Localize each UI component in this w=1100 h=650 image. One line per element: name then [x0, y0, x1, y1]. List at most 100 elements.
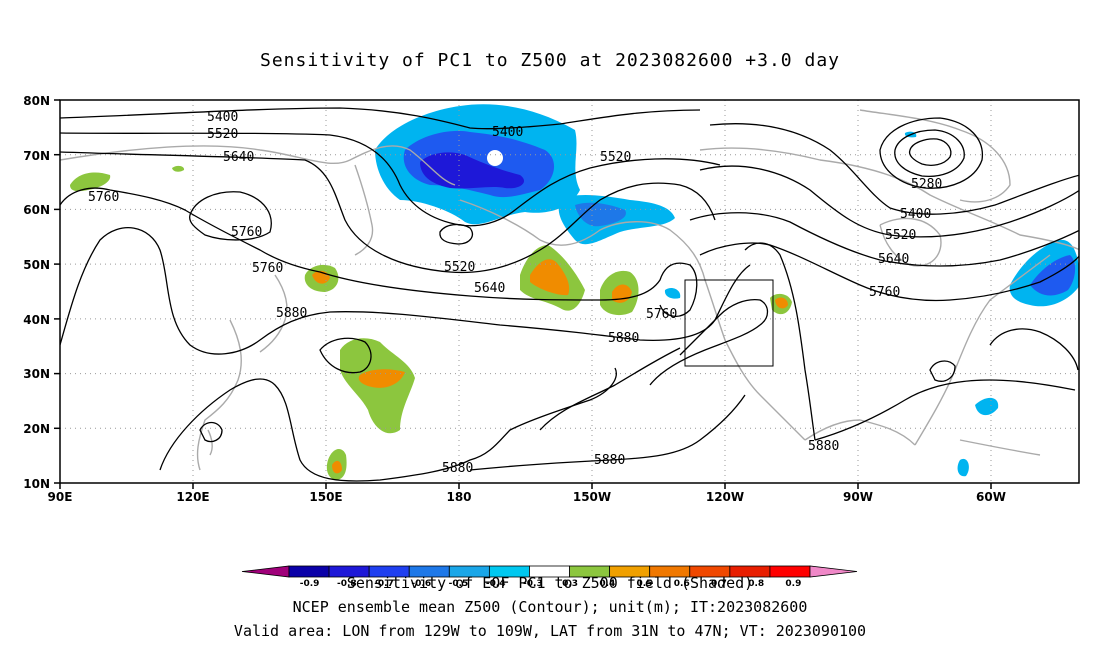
contour-label: 5280: [911, 177, 942, 192]
axis-tick-marks: [54, 99, 992, 489]
contour-small-loop-taiwan: [199, 421, 223, 443]
contour-5520-east: [699, 165, 1079, 238]
colorbar-tick-label: 0.7: [711, 579, 727, 589]
colorbar-tick-label: 0.9: [785, 579, 801, 589]
pos-region-5-core: [332, 460, 342, 474]
colorbar-tick-label: -0.3: [523, 579, 543, 589]
coast-hudson: [879, 217, 942, 267]
colorbar-tick-label: -0.5: [449, 579, 469, 589]
contour-5640-west: [60, 151, 716, 274]
lat-labels: 80N 70N 60N 50N 40N 30N 20N 10N: [23, 94, 50, 491]
colorbar-arrow-right: [809, 565, 858, 578]
colorbar-tick-label: -0.7: [374, 579, 394, 589]
contour-5760-west: [60, 187, 698, 317]
contour-label: 5880: [808, 439, 839, 454]
colorbar-tick-label: 0.3: [562, 579, 578, 589]
white-hole: [487, 150, 503, 166]
contour-5880-main: [60, 227, 751, 355]
contour-labels: 5400 5520 5640 5760 5760 5760 5880 5400 …: [88, 110, 942, 476]
coast-taiwan: [207, 429, 213, 456]
coast-korea-china: [196, 319, 242, 471]
lon-label: 90W: [843, 490, 873, 504]
coast-greenland: [859, 109, 1011, 203]
colorbar-tick-label: -0.4: [486, 579, 506, 589]
map-title: Sensitivity of PC1 to Z500 at 2023082600…: [259, 50, 840, 71]
shading-layer: [70, 104, 1079, 480]
contour-layer: [60, 107, 1079, 482]
footer-line1: NCEP ensemble mean Z500 (Contour); unit(…: [292, 598, 808, 616]
contour-5520-loop: [439, 223, 473, 245]
contour-5880-loop-north: [319, 337, 372, 374]
lon-label: 150W: [573, 490, 611, 504]
contour-5880-atlantic: [814, 379, 1076, 441]
neg-region-alaska-core: [575, 202, 626, 227]
contour-label: 5760: [231, 225, 262, 240]
colorbar-tick-label: 0.5: [637, 579, 653, 589]
contour-5400-east: [709, 123, 1079, 215]
lat-label: 80N: [23, 94, 50, 108]
colorbar: -0.9 -0.8 -0.7 -0.6 -0.5 -0.4 -0.3 0.3 0.4 0.5 0.6…: [241, 565, 858, 589]
pos-region-6-core: [775, 297, 788, 309]
contour-label: 5640: [223, 150, 254, 165]
contour-5880-small-loop: [929, 360, 956, 382]
contour-label: 5520: [444, 260, 475, 275]
contour-5280-ring1: [879, 117, 983, 189]
contour-label: 5880: [608, 331, 639, 346]
coast-kamchatka: [354, 164, 374, 256]
neg-region-siberia-dark: [420, 152, 525, 189]
lat-label: 30N: [23, 367, 50, 381]
contour-5880-mid: [469, 394, 746, 471]
colorbar-label: Sensitivity of EOF PC1 to Z500 field (Sh…: [346, 574, 754, 592]
coast-na-east: [914, 254, 1051, 446]
contour-label: 5760: [88, 190, 119, 205]
coast-japan: [259, 274, 288, 353]
pos-region-7: [70, 172, 111, 192]
contour-5760-loop: [189, 191, 272, 241]
lon-labels: 90E 120E 150E 180 150W 120W 90W 60W: [48, 490, 1006, 504]
lon-label: 120W: [706, 490, 744, 504]
contour-label: 5520: [207, 127, 238, 142]
contour-label: 5520: [885, 228, 916, 243]
lat-label: 20N: [23, 422, 50, 436]
colorbar-tick-label: 0.8: [748, 579, 764, 589]
coast-na-west: [704, 279, 806, 441]
contour-label: 5640: [474, 281, 505, 296]
contour-5880-loop-east: [539, 347, 681, 431]
contour-5880-pacific: [159, 367, 617, 482]
coast-canada-north: [699, 147, 1079, 251]
lon-label: 90E: [48, 490, 73, 504]
lat-label: 40N: [23, 313, 50, 327]
colorbar-tick-label: -0.8: [337, 579, 357, 589]
contour-label: 5400: [492, 125, 523, 140]
contour-5640-east: [689, 212, 1079, 267]
contour-label: 5400: [900, 207, 931, 222]
map-frame: [59, 99, 1080, 484]
contour-label: 5760: [252, 261, 283, 276]
contour-5760-east: [699, 242, 1079, 302]
lon-label: 150E: [309, 490, 342, 504]
neg-spot-1: [975, 397, 999, 416]
lon-label: 60W: [976, 490, 1006, 504]
contour-5280-ring2: [894, 129, 965, 178]
contour-label: 5640: [878, 252, 909, 267]
neg-spot-2: [957, 458, 969, 477]
contour-5400-west: [60, 107, 701, 130]
lat-label: 60N: [23, 203, 50, 217]
lon-label: 180: [446, 490, 471, 504]
lat-label: 10N: [23, 477, 50, 491]
colorbar-tick-label: -0.6: [411, 579, 431, 589]
contour-label: 5880: [276, 306, 307, 321]
coast-na-gulf: [804, 419, 916, 446]
coast-alaska: [459, 199, 706, 281]
contour-label: 5880: [442, 461, 473, 476]
contour-label: 5760: [646, 307, 677, 322]
lon-label: 120E: [176, 490, 209, 504]
lat-label: 50N: [23, 258, 50, 272]
contour-5520-west: [60, 132, 721, 227]
colorbar-tick-label: 0.6: [674, 579, 690, 589]
contour-5880-atl-loop: [989, 328, 1079, 371]
pos-region-1-core: [530, 259, 570, 296]
contour-label: 5400: [207, 110, 238, 125]
contour-5880-east: [744, 242, 816, 441]
coast-asia-north: [60, 145, 456, 186]
